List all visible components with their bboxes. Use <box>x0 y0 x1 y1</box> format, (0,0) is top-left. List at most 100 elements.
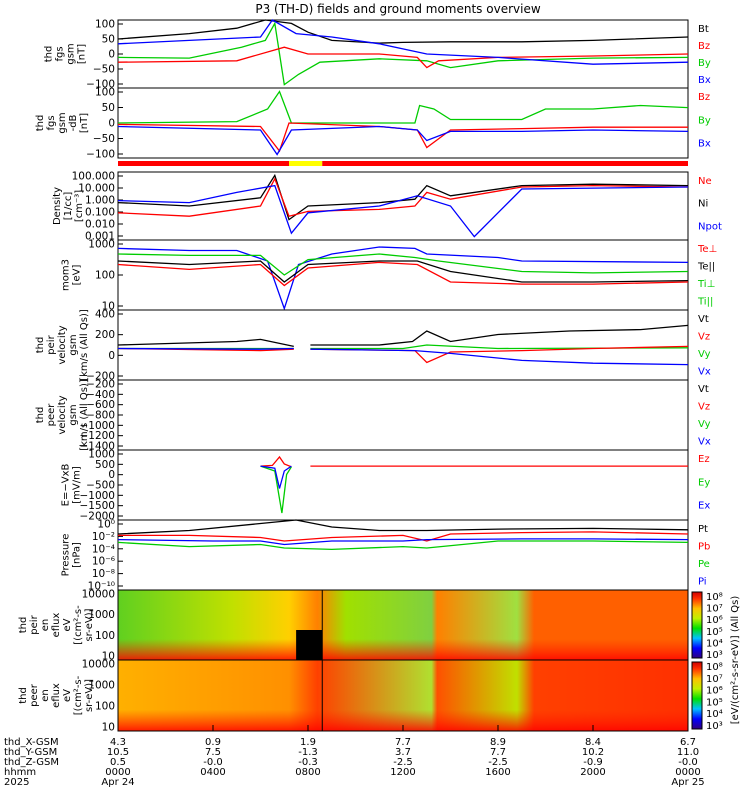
y-axis-label-line: peir <box>46 334 57 354</box>
x-tick-label: 7.5 <box>205 747 221 758</box>
y-tick-label: 10⁻⁸ <box>92 568 115 580</box>
y-tick-label: −1400 <box>79 441 115 453</box>
series-line <box>117 260 689 283</box>
y-tick-label: 10⁻¹⁰ <box>88 581 115 593</box>
series-line <box>117 184 689 238</box>
y-tick-label: 1000 <box>88 449 115 461</box>
y-axis-label-line: en <box>40 689 51 702</box>
y-tick-label: 0.001 <box>85 231 115 243</box>
panel-peir-eflux: 10000 1000 100 10 thd peir en eflux eV [(cm²-s-sr… <box>18 589 123 663</box>
series-line <box>117 19 689 44</box>
spectrogram-group <box>117 589 689 732</box>
y-axis-label-line: eV <box>62 689 73 702</box>
y-axis-label-line: gsm <box>68 334 79 355</box>
legend-pi: Pi <box>698 577 707 588</box>
y-axis-label-line: Pressure <box>61 534 72 577</box>
x-tick-label: -1.3 <box>298 747 318 758</box>
panel-frame <box>117 19 689 89</box>
x-tick-label: 8.4 <box>585 737 601 748</box>
y-axis-label-line: gsm <box>57 112 68 133</box>
y-axis-label-line: thd <box>35 337 46 354</box>
x-tick-label: 10.2 <box>582 747 604 758</box>
y-tick-label: 1000 <box>88 680 115 692</box>
time-axis-row-label: thd_Z-GSM <box>4 757 59 768</box>
y-axis-label-line: mom3 <box>61 259 72 291</box>
time-axis: thd_X-GSMthd_Y-GSMthd_Z-GSMhhmm20254.310… <box>4 725 705 788</box>
series-line <box>118 531 689 542</box>
y-axis-label-line: eflux <box>51 683 62 708</box>
colorbar-tick-label: 10⁷ <box>706 604 723 615</box>
y-axis-label: thd peir velocity gsm [km/s (All Qs)] <box>35 309 90 381</box>
y-tick-label: −200 <box>86 371 115 383</box>
legend-bx: Bx <box>698 139 711 150</box>
time-axis-row-label: 2025 <box>4 777 29 788</box>
spectrogram-gap <box>296 630 323 660</box>
y-axis-label-line: sr-eV)] <box>84 608 95 641</box>
x-tick-label: 10.5 <box>107 747 129 758</box>
y-axis-label-line: peir <box>29 614 40 634</box>
y-tick-label: 100 <box>95 270 115 282</box>
y-tick-label: −1000 <box>79 420 115 432</box>
colorbar-tick-label: 10³ <box>706 721 723 732</box>
spectrogram-lowenergy <box>118 660 688 731</box>
y-axis-label-line: [nT] <box>77 44 88 64</box>
y-tick-label: 10⁰ <box>97 519 115 531</box>
x-tick-label: 0000 <box>675 767 700 778</box>
y-axis-label: Pressure [nPa] <box>61 534 83 577</box>
series-line <box>117 90 689 124</box>
y-tick-label: 1000 <box>88 609 115 621</box>
legend-by: By <box>698 115 711 126</box>
y-tick-label: −600 <box>86 399 115 411</box>
legend-vx: Vx <box>698 367 711 378</box>
series-line <box>117 21 689 86</box>
legend-ti⊥: Ti⊥ <box>697 279 715 290</box>
x-tick-label: 7.7 <box>395 737 411 748</box>
series-line <box>117 519 689 535</box>
panel-frame <box>117 379 689 451</box>
y-axis-label-line: fgs <box>55 46 66 61</box>
series-line <box>117 177 689 217</box>
y-tick-label: −2000 <box>79 511 115 523</box>
series-line <box>310 348 689 366</box>
y-tick-label: −500 <box>86 480 115 492</box>
colorbar-strip <box>691 591 703 659</box>
y-axis-label: thd fgs gsm [nT] <box>44 43 88 64</box>
legend-ez: Ez <box>698 454 710 465</box>
y-tick-label: 10 <box>102 651 115 663</box>
y-axis-label-line: fgs <box>46 115 57 130</box>
legend-vy: Vy <box>698 349 711 360</box>
series-line <box>117 253 689 276</box>
legend-vx: Vx <box>698 437 711 448</box>
y-axis-label-line: thd <box>18 687 29 704</box>
legend-pe: Pe <box>698 559 710 570</box>
panel-fgs-gsm: 100 50 0 −50 −100 thd fgs gsm [nT] Bt Bz By Bx <box>44 19 711 91</box>
y-tick-label: 100 <box>95 630 115 642</box>
colorbar-tick-label: 10⁸ <box>706 662 723 673</box>
mode-bar-segment <box>118 161 289 166</box>
legend-bx: Bx <box>698 75 711 86</box>
panel-frame <box>117 449 689 521</box>
legend-bz: Bz <box>698 92 710 103</box>
y-tick-label: 0.010 <box>85 219 115 231</box>
series-line <box>117 125 689 156</box>
y-tick-label: −50 <box>93 133 115 145</box>
y-axis-label-line: [mV/m] <box>72 466 83 504</box>
y-tick-label: 10⁻⁶ <box>92 556 115 568</box>
y-axis-label-line: thd <box>44 46 55 63</box>
y-tick-label: 0 <box>108 118 115 130</box>
colorbar-tick-label: 10⁴ <box>706 709 723 720</box>
y-axis-label-line: peer <box>29 683 40 707</box>
y-tick-label: 10⁻⁴ <box>92 543 115 555</box>
panel-temperature: 1000 100 10 mom3 [eV] Te⊥ Te|| Ti⊥ Ti|| <box>61 239 718 313</box>
x-tick-label: -0.0 <box>203 757 223 768</box>
panel-peer-eflux: 10000 1000 100 10 thd peer en eflux eV [(cm²-s-sr… <box>18 659 123 734</box>
y-tick-label: −50 <box>93 64 115 76</box>
legend-te⊥: Te⊥ <box>697 244 717 255</box>
x-tick-label: 1.9 <box>300 737 316 748</box>
y-axis-label-line: [nPa] <box>72 542 83 568</box>
y-axis-label-line: sr-eV)] <box>84 679 95 712</box>
